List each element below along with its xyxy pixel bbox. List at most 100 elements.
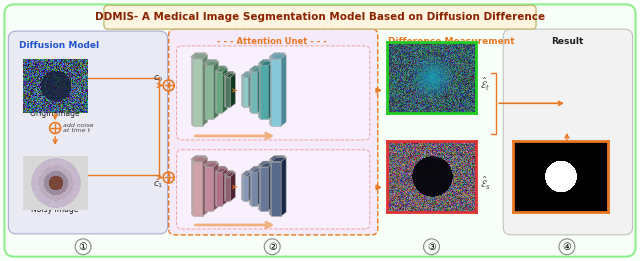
- Polygon shape: [225, 76, 229, 106]
- Polygon shape: [271, 158, 286, 162]
- FancyBboxPatch shape: [104, 5, 536, 29]
- Polygon shape: [214, 170, 220, 204]
- Polygon shape: [257, 68, 262, 113]
- Polygon shape: [243, 77, 248, 108]
- Text: Difference Measurement: Difference Measurement: [388, 37, 515, 46]
- Polygon shape: [252, 68, 262, 72]
- Polygon shape: [202, 54, 207, 125]
- Polygon shape: [256, 67, 261, 112]
- Polygon shape: [271, 55, 286, 59]
- Polygon shape: [259, 61, 272, 64]
- Polygon shape: [223, 175, 228, 199]
- Polygon shape: [225, 177, 230, 201]
- Polygon shape: [279, 156, 284, 214]
- Polygon shape: [216, 171, 221, 205]
- Polygon shape: [225, 176, 229, 200]
- Polygon shape: [270, 54, 285, 58]
- Polygon shape: [260, 167, 268, 211]
- Text: Diffusion Model: Diffusion Model: [19, 41, 99, 50]
- Polygon shape: [228, 72, 234, 105]
- Text: - - - Attention Unet - - -: - - - Attention Unet - - -: [217, 37, 327, 46]
- Polygon shape: [204, 60, 216, 63]
- Polygon shape: [221, 167, 227, 205]
- Polygon shape: [204, 63, 211, 117]
- Polygon shape: [270, 157, 285, 161]
- Polygon shape: [202, 157, 207, 215]
- Polygon shape: [248, 173, 253, 201]
- Polygon shape: [191, 57, 200, 124]
- Polygon shape: [202, 55, 207, 126]
- Polygon shape: [193, 158, 207, 162]
- Polygon shape: [220, 66, 225, 111]
- Polygon shape: [268, 61, 272, 118]
- Polygon shape: [200, 53, 205, 124]
- Polygon shape: [191, 161, 202, 215]
- Polygon shape: [243, 72, 252, 76]
- Polygon shape: [266, 161, 271, 209]
- Polygon shape: [216, 167, 227, 171]
- FancyBboxPatch shape: [177, 150, 370, 229]
- Polygon shape: [205, 167, 214, 211]
- Text: $\hat{\mathcal{E}}_t$: $\hat{\mathcal{E}}_t$: [480, 76, 491, 93]
- Text: DDMIS- A Medical Image Segmentation Model Based on Diffusion Difference: DDMIS- A Medical Image Segmentation Mode…: [95, 12, 545, 22]
- Polygon shape: [223, 75, 228, 105]
- Polygon shape: [214, 62, 218, 119]
- Polygon shape: [259, 162, 272, 166]
- Polygon shape: [268, 162, 272, 210]
- Polygon shape: [252, 172, 257, 206]
- Polygon shape: [223, 68, 227, 113]
- Polygon shape: [205, 66, 214, 119]
- Polygon shape: [191, 54, 207, 58]
- Polygon shape: [211, 60, 216, 117]
- FancyBboxPatch shape: [8, 31, 168, 234]
- FancyBboxPatch shape: [4, 4, 636, 257]
- Polygon shape: [241, 175, 246, 199]
- Polygon shape: [269, 53, 284, 57]
- Polygon shape: [214, 66, 225, 70]
- Polygon shape: [204, 165, 211, 209]
- Polygon shape: [279, 53, 284, 124]
- Polygon shape: [225, 73, 236, 77]
- Text: Origin Image: Origin Image: [30, 109, 80, 118]
- Polygon shape: [216, 67, 227, 71]
- Polygon shape: [225, 77, 230, 108]
- Polygon shape: [241, 72, 252, 75]
- Polygon shape: [204, 161, 216, 165]
- Polygon shape: [257, 168, 262, 206]
- Polygon shape: [246, 72, 252, 105]
- Text: binarization: binarization: [546, 155, 588, 161]
- Text: $d_e$: $d_e$: [559, 165, 574, 181]
- Polygon shape: [280, 54, 285, 125]
- Polygon shape: [246, 171, 252, 199]
- Polygon shape: [220, 166, 225, 204]
- Polygon shape: [260, 66, 268, 119]
- Text: Noisy Image: Noisy Image: [31, 205, 79, 214]
- FancyBboxPatch shape: [503, 29, 632, 235]
- Polygon shape: [252, 72, 257, 113]
- Polygon shape: [250, 171, 256, 205]
- Polygon shape: [247, 172, 252, 200]
- Polygon shape: [205, 163, 218, 167]
- Text: $c_0$: $c_0$: [153, 73, 164, 84]
- Polygon shape: [229, 72, 234, 106]
- Polygon shape: [255, 166, 260, 204]
- Text: Result: Result: [551, 37, 583, 46]
- Polygon shape: [230, 173, 236, 201]
- Polygon shape: [259, 60, 271, 63]
- Polygon shape: [228, 171, 234, 199]
- Text: ③: ③: [427, 242, 436, 252]
- Polygon shape: [212, 61, 218, 118]
- Polygon shape: [269, 156, 284, 159]
- FancyBboxPatch shape: [177, 46, 370, 140]
- Text: add noise
at time t: add noise at time t: [63, 123, 93, 133]
- Polygon shape: [271, 59, 281, 126]
- Text: pixel level
diffusion discrepancy
measurement: pixel level diffusion discrepancy measur…: [530, 185, 604, 207]
- Polygon shape: [205, 62, 218, 66]
- Polygon shape: [281, 55, 286, 126]
- Polygon shape: [250, 70, 255, 111]
- Polygon shape: [250, 167, 261, 171]
- Polygon shape: [269, 57, 279, 124]
- Polygon shape: [191, 157, 207, 161]
- Polygon shape: [271, 162, 281, 216]
- Polygon shape: [259, 63, 266, 117]
